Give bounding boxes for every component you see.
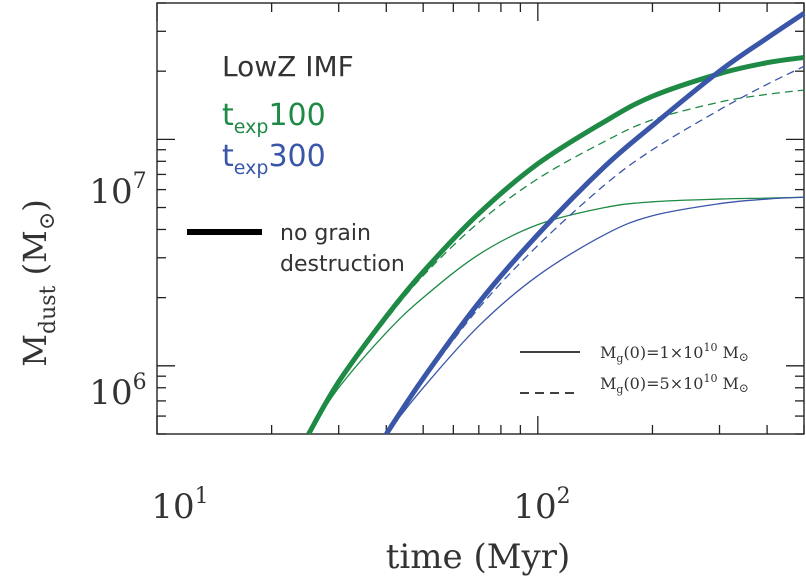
series-line-5 — [385, 196, 805, 434]
imf-title: LowZ IMF — [222, 50, 354, 83]
no-destruction-label-line1: no grain — [280, 221, 371, 246]
series-group — [306, 11, 806, 434]
axis-ticks — [156, 2, 805, 435]
no-destruction-label-line2: destruction — [280, 252, 405, 277]
x-tick-label-10: 101 — [151, 484, 208, 527]
legend-dashed-label: Mg(0)=5×1010 M⊙ — [600, 372, 749, 396]
series-line-4 — [385, 65, 805, 434]
y-tick-label-1e7: 107 — [89, 169, 146, 212]
series-line-2 — [307, 196, 805, 434]
x-tick-label-100: 102 — [513, 484, 570, 527]
series-line-0 — [306, 54, 805, 434]
legend-solid-label: Mg(0)=1×1010 M⊙ — [600, 341, 749, 365]
y-tick-label-1e6: 106 — [89, 370, 146, 413]
plot-frame — [156, 2, 805, 435]
texp300-label: texp300 — [222, 139, 326, 179]
x-axis-label: time (Myr) — [386, 537, 571, 577]
series-line-1 — [307, 89, 805, 434]
series-line-3 — [384, 11, 806, 434]
y-axis-label: Mdust (M⊙) — [16, 199, 61, 367]
texp100-label: texp100 — [222, 98, 326, 138]
